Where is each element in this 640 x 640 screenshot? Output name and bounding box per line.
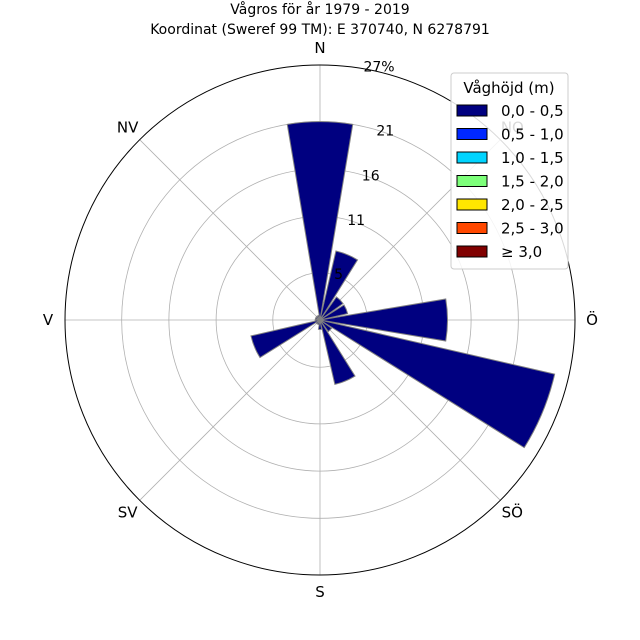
rose-bar: [250, 319, 321, 359]
radial-tick-label: 16: [362, 168, 380, 184]
radial-tick-label: 11: [347, 213, 365, 229]
legend-label: ≥ 3,0: [501, 243, 542, 261]
compass-label: SV: [118, 503, 139, 521]
rose-bar: [319, 250, 359, 321]
legend-entries: 0,0 - 0,5 0,5 - 1,0 1,0 - 1,5 1,5 - 2,0 2,0 …: [456, 102, 564, 261]
angular-gridline: [139, 319, 321, 501]
legend-title: Våghöjd (m): [463, 79, 554, 97]
rose-bar: [319, 319, 356, 386]
rose-bar: [319, 296, 344, 321]
legend-swatch: [456, 104, 488, 117]
radial-max-label: 27%: [363, 60, 394, 76]
rose-bar: [316, 314, 321, 321]
rose-bar: [317, 319, 323, 330]
legend-swatch: [456, 128, 488, 140]
rose-bar: [319, 319, 333, 333]
compass-label: V: [43, 311, 54, 329]
chart-title: Vågros för år 1979 - 2019: [230, 1, 409, 18]
rose-bar: [319, 304, 349, 321]
legend-label: 1,0 - 1,5: [501, 149, 564, 167]
rose-bar: [319, 298, 448, 342]
compass-label: S: [315, 583, 325, 601]
legend-swatch: [456, 175, 488, 187]
legend-swatch: [456, 151, 488, 164]
angular-gridline: [319, 319, 501, 501]
legend: Våghöjd (m) 0,0 - 0,5 0,5 - 1,0 1,0 - 1,5 1…: [450, 72, 569, 270]
legend-label: 0,5 - 1,0: [501, 126, 564, 144]
legend-swatch: [456, 198, 488, 211]
radial-tick-label: 21: [376, 123, 394, 139]
legend-swatch: [456, 245, 488, 258]
outer-ring: [64, 64, 576, 576]
rose-bar: [286, 121, 354, 321]
radial-tick-label: 5: [334, 267, 343, 283]
compass-label: SÖ: [502, 502, 523, 521]
rose-bar: [319, 319, 556, 449]
compass-label: NV: [117, 119, 139, 137]
legend-label: 0,0 - 0,5: [501, 102, 564, 120]
compass-label: Ö: [586, 310, 598, 329]
rose-bars: [250, 121, 556, 449]
legend-label: 1,5 - 2,0: [501, 173, 564, 191]
legend-box: [450, 72, 569, 270]
legend-label: 2,0 - 2,5: [501, 196, 564, 214]
compass-label: N: [314, 39, 325, 57]
angular-gridline: [139, 139, 321, 321]
chart-subtitle: Koordinat (Sweref 99 TM): E 370740, N 62…: [150, 22, 490, 38]
legend-label: 2,5 - 3,0: [501, 220, 564, 238]
legend-swatch: [456, 222, 488, 234]
